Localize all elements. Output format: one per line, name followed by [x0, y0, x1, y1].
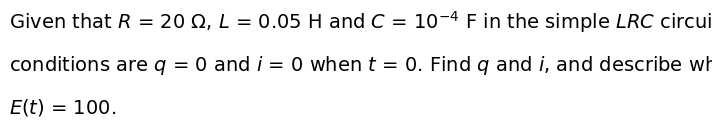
Text: Given that $R$ = 20 $\Omega$, $L$ = 0.05 H and $C$ = $10^{-4}$ F in the simple $: Given that $R$ = 20 $\Omega$, $L$ = 0.05…: [9, 9, 712, 35]
Text: conditions are $q$ = 0 and $i$ = 0 when $t$ = 0. Find $q$ and $i$, and describe : conditions are $q$ = 0 and $i$ = 0 when …: [9, 54, 712, 77]
Text: $E(t)$ = 100.: $E(t)$ = 100.: [9, 97, 117, 118]
